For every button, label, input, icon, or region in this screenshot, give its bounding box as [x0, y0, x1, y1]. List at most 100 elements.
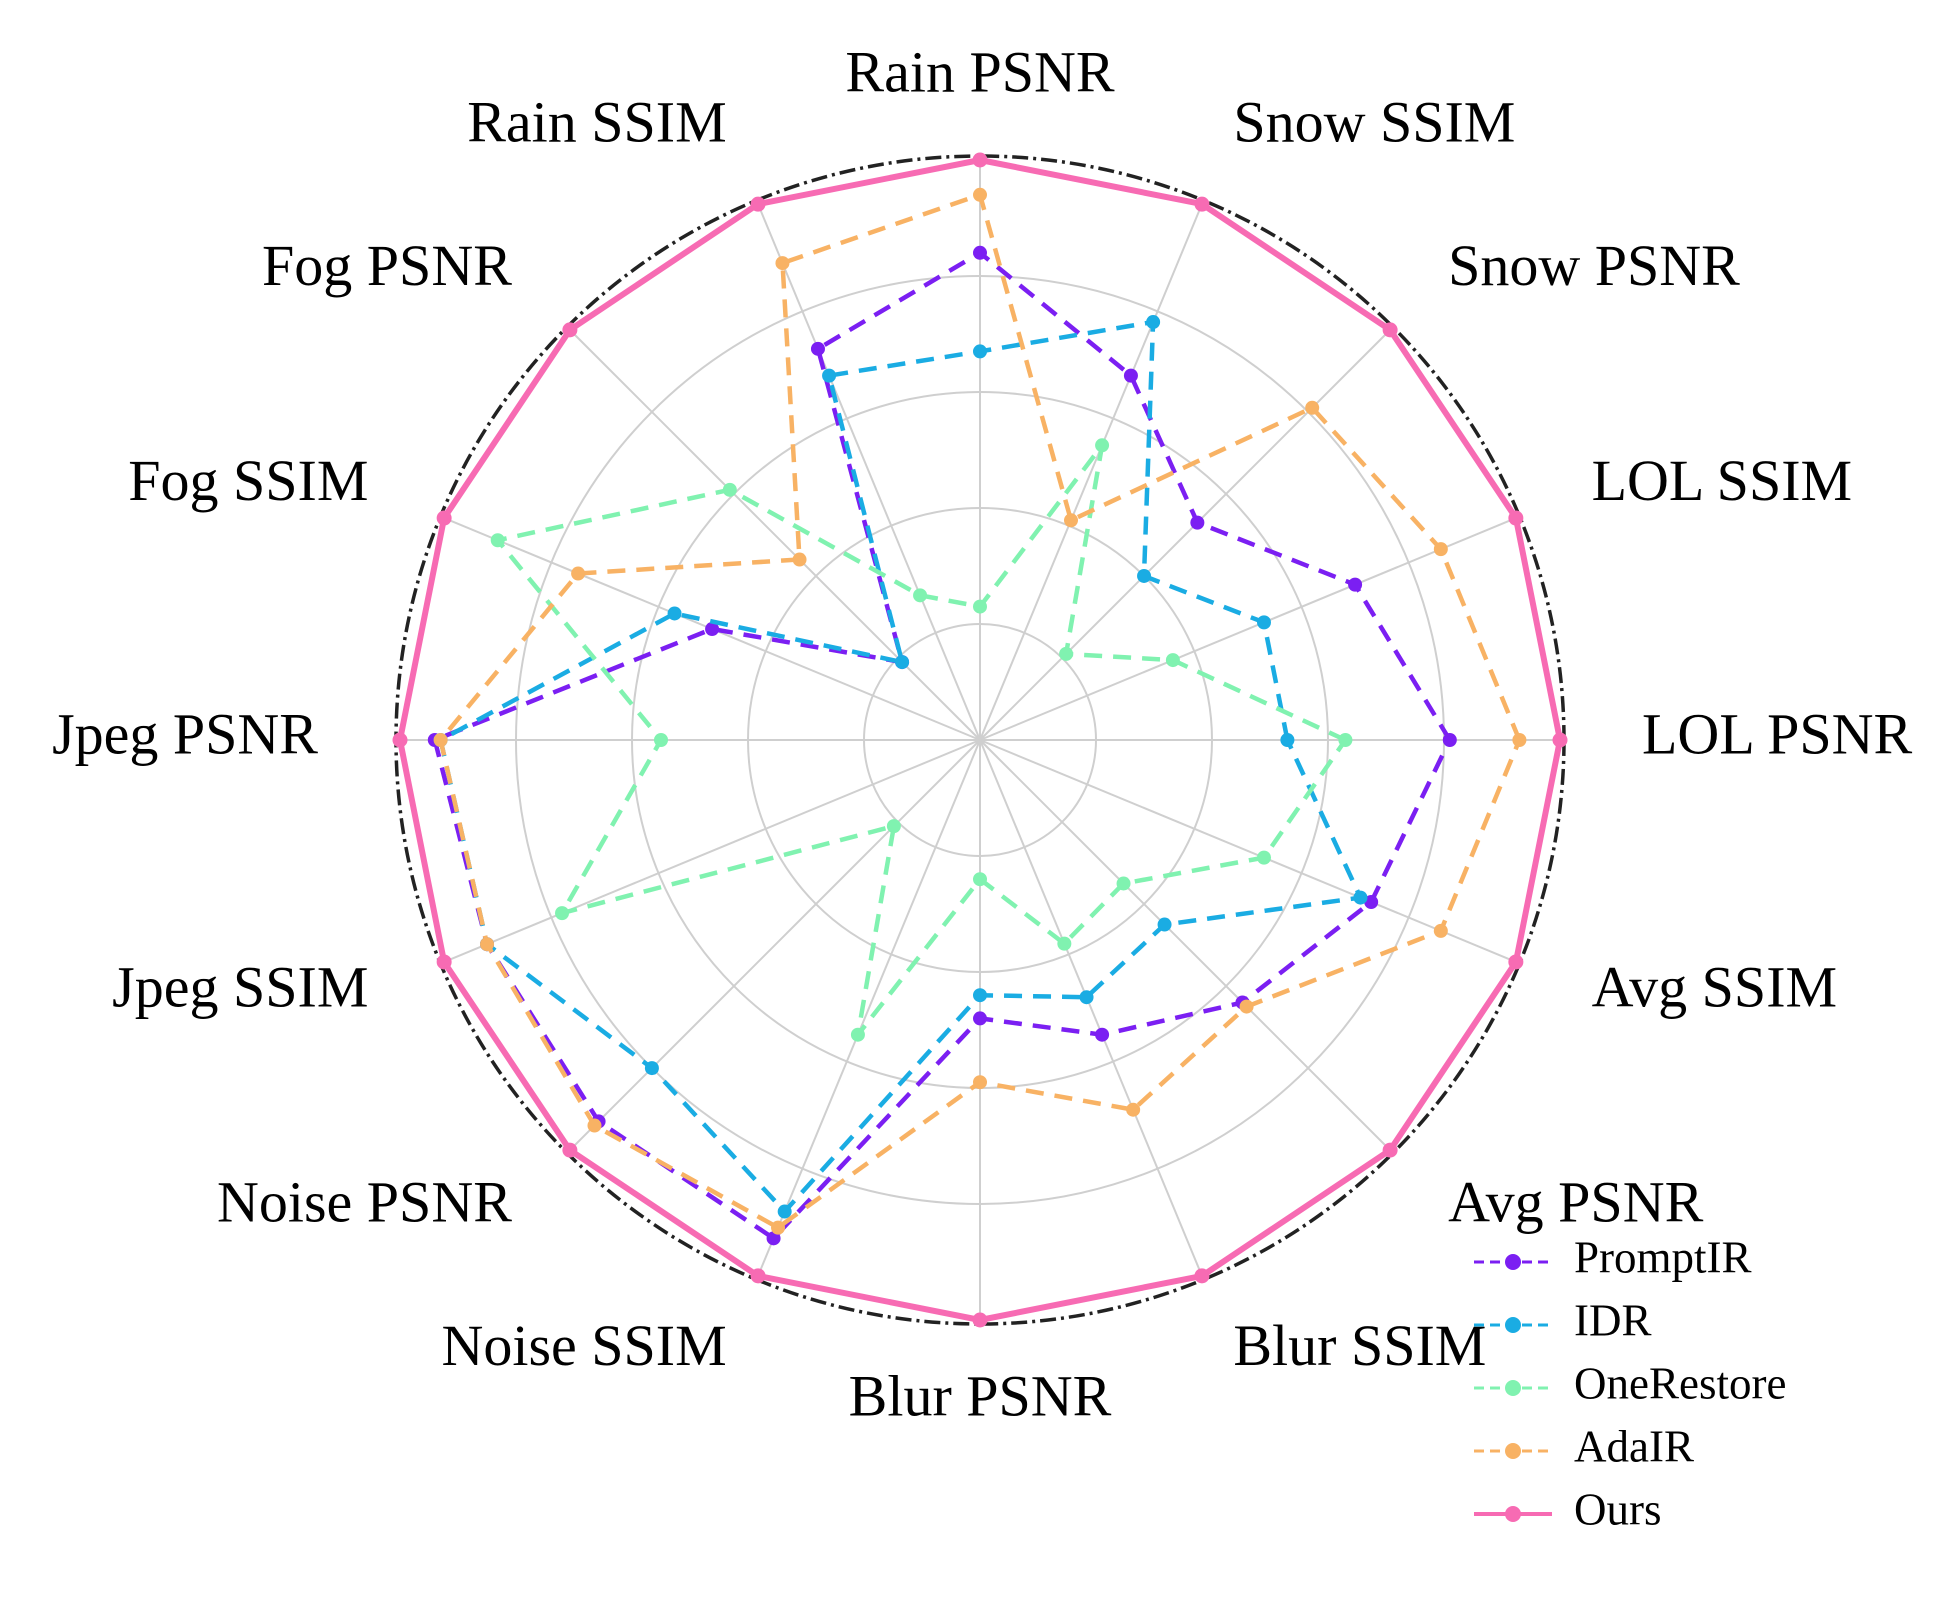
series-idr — [433, 315, 1368, 1219]
legend-swatch-marker — [1505, 1254, 1521, 1270]
point-onerestore-avg-ssim — [1257, 850, 1272, 865]
axis-label-blur-ssim: Blur SSIM — [1233, 1313, 1486, 1378]
point-promptir-rain-psnr — [973, 245, 987, 260]
point-adair-rain-ssim — [775, 256, 790, 271]
point-idr-rain-psnr — [973, 344, 987, 359]
point-ours-rain-ssim — [750, 196, 766, 212]
point-adair-snow-psnr — [1305, 400, 1320, 415]
spoke-snow-psnr — [979, 329, 1391, 741]
point-onerestore-rain-ssim — [913, 588, 928, 603]
point-ours-jpeg-ssim — [436, 954, 452, 970]
point-adair-blur-ssim — [1126, 1102, 1141, 1117]
point-ours-snow-psnr — [1382, 322, 1398, 338]
point-adair-blur-psnr — [973, 1075, 987, 1090]
point-idr-avg-psnr — [1157, 917, 1172, 932]
point-idr-rain-ssim — [822, 368, 837, 383]
legend-item-promptir: PromptIR — [1474, 1232, 1752, 1282]
axis-label-snow-psnr: Snow PSNR — [1448, 233, 1740, 298]
point-adair-jpeg-ssim — [480, 937, 495, 952]
point-promptir-blur-psnr — [973, 1011, 987, 1026]
point-promptir-snow-psnr — [1190, 515, 1205, 530]
axis-label-fog-psnr: Fog PSNR — [262, 233, 512, 298]
axis-label-jpeg-psnr: Jpeg PSNR — [52, 701, 318, 766]
point-promptir-avg-ssim — [1364, 895, 1379, 910]
point-onerestore-lol-psnr — [1338, 733, 1353, 747]
point-adair-lol-ssim — [1433, 542, 1448, 557]
spoke-noise-ssim — [757, 739, 981, 1277]
axis-label-avg-ssim: Avg SSIM — [1592, 955, 1837, 1020]
spoke-snow-ssim — [979, 203, 1203, 741]
legend-swatch-marker — [1505, 1317, 1521, 1333]
point-onerestore-lol-ssim — [1165, 653, 1180, 668]
point-adair-fog-psnr — [792, 552, 807, 567]
axis-label-noise-psnr: Noise PSNR — [217, 1169, 512, 1234]
spoke-jpeg-ssim — [443, 739, 981, 963]
point-ours-jpeg-psnr — [392, 732, 408, 748]
point-adair-rain-psnr — [973, 187, 987, 202]
point-promptir-blur-ssim — [1095, 1027, 1110, 1042]
point-promptir-noise-ssim — [766, 1231, 781, 1246]
spoke-blur-ssim — [979, 739, 1203, 1277]
point-idr-lol-ssim — [1257, 615, 1272, 630]
legend-label-onerestore: OneRestore — [1574, 1358, 1786, 1408]
point-ours-lol-ssim — [1508, 510, 1524, 526]
spoke-noise-psnr — [569, 739, 981, 1151]
spoke-lol-ssim — [979, 517, 1517, 741]
point-idr-blur-psnr — [973, 988, 987, 1003]
legend-label-ours: Ours — [1574, 1484, 1662, 1534]
point-idr-snow-psnr — [1137, 568, 1152, 583]
point-ours-avg-ssim — [1508, 954, 1524, 970]
series-promptir — [427, 245, 1457, 1246]
series-adair — [433, 187, 1527, 1235]
point-ours-fog-psnr — [562, 322, 578, 338]
axis-label-lol-psnr: LOL PSNR — [1642, 701, 1912, 766]
point-promptir-snow-ssim — [1123, 368, 1138, 383]
point-adair-lol-psnr — [1512, 733, 1527, 747]
point-idr-fog-ssim — [667, 606, 682, 621]
legend-label-promptir: PromptIR — [1574, 1232, 1752, 1282]
point-onerestore-jpeg-psnr — [654, 733, 668, 747]
point-onerestore-avg-psnr — [1116, 876, 1131, 891]
legend-item-ours: Ours — [1474, 1484, 1662, 1534]
point-idr-lol-psnr — [1280, 733, 1295, 747]
point-adair-avg-ssim — [1433, 923, 1448, 938]
spoke-fog-psnr — [569, 329, 981, 741]
axis-label-rain-psnr: Rain PSNR — [845, 39, 1114, 104]
legend-swatch-marker — [1505, 1443, 1521, 1459]
spoke-rain-ssim — [757, 203, 981, 741]
point-promptir-lol-psnr — [1442, 733, 1457, 747]
legend-item-adair: AdaIR — [1474, 1421, 1694, 1471]
axis-label-snow-ssim: Snow SSIM — [1233, 90, 1515, 155]
point-promptir-lol-ssim — [1348, 577, 1363, 592]
point-ours-blur-psnr — [972, 1312, 988, 1328]
axis-label-rain-ssim: Rain SSIM — [467, 90, 726, 155]
point-idr-noise-ssim — [777, 1204, 792, 1219]
point-onerestore-jpeg-ssim — [555, 906, 570, 921]
axis-label-noise-ssim: Noise SSIM — [441, 1313, 726, 1378]
point-adair-jpeg-psnr — [433, 733, 448, 747]
point-onerestore-fog-psnr — [722, 482, 737, 497]
point-ours-lol-psnr — [1552, 732, 1568, 748]
legend-label-adair: AdaIR — [1574, 1421, 1694, 1471]
point-onerestore-fog-ssim — [490, 533, 505, 548]
spoke-avg-psnr — [979, 739, 1391, 1151]
series-onerestore — [490, 438, 1353, 1042]
legend: PromptIR IDR OneRestore AdaIR Ours — [1474, 1232, 1786, 1534]
point-idr-fog-psnr — [895, 655, 910, 670]
point-promptir-rain-ssim — [810, 341, 825, 356]
point-onerestore-snow-ssim — [1095, 438, 1110, 453]
axis-label-avg-psnr: Avg PSNR — [1448, 1169, 1703, 1234]
series-ours — [392, 152, 1568, 1328]
point-onerestore-rain-psnr — [973, 599, 987, 614]
point-onerestore-blur-psnr — [973, 872, 987, 887]
point-idr-blur-ssim — [1079, 990, 1094, 1005]
point-onerestore-blur-ssim — [1057, 936, 1072, 951]
axis-label-blur-psnr: Blur PSNR — [849, 1363, 1112, 1428]
point-ours-avg-psnr — [1382, 1142, 1398, 1158]
axis-label-fog-ssim: Fog SSIM — [128, 448, 368, 513]
point-ours-snow-ssim — [1194, 196, 1210, 212]
point-promptir-fog-ssim — [705, 622, 720, 637]
point-onerestore-snow-psnr — [1059, 646, 1074, 661]
legend-swatch-marker — [1505, 1506, 1521, 1522]
